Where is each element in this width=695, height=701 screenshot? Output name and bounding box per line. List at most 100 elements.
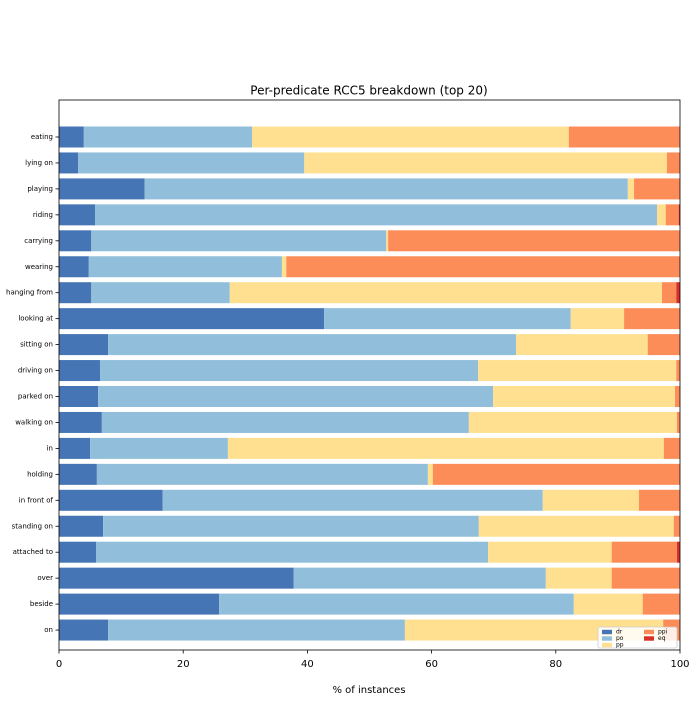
x-tick-label: 20 xyxy=(177,659,190,670)
bar-segment xyxy=(666,152,680,174)
bar-segment xyxy=(108,619,405,641)
y-tick-label: in xyxy=(47,444,53,452)
x-tick-label: 60 xyxy=(425,659,438,670)
bar-segment xyxy=(516,334,648,356)
bar-segment xyxy=(676,541,680,563)
bar-segment xyxy=(59,515,104,537)
bar-segment xyxy=(545,567,612,589)
bar-segment xyxy=(642,593,680,615)
y-tick-label: playing xyxy=(27,185,53,193)
bar-segment xyxy=(59,489,163,511)
y-tick-label: lying on xyxy=(25,159,53,167)
bar-segment xyxy=(634,178,680,200)
bar-segment xyxy=(673,515,680,537)
legend-swatch xyxy=(602,636,612,641)
bar-segment xyxy=(570,308,625,330)
bar-segment xyxy=(59,230,92,252)
bar-segment xyxy=(96,463,428,485)
y-tick-label: in front of xyxy=(19,496,54,504)
bar-segment xyxy=(488,541,612,563)
bar-segment xyxy=(59,204,96,226)
bar-segment xyxy=(676,282,680,304)
bar-segment xyxy=(468,411,677,433)
y-tick-label: beside xyxy=(30,600,53,608)
bar-segment xyxy=(108,334,517,356)
bar-segment xyxy=(227,437,664,459)
y-tick-label: eating xyxy=(31,133,53,141)
bar-segment xyxy=(59,256,89,278)
bar-segment xyxy=(90,437,228,459)
bar-segment xyxy=(676,360,680,382)
bar-segment xyxy=(59,567,294,589)
bar-segment xyxy=(88,256,282,278)
bar-segment xyxy=(59,152,79,174)
bar-segment xyxy=(678,204,680,226)
bar-segment xyxy=(59,334,109,356)
bar-segment xyxy=(96,541,489,563)
bar-segment xyxy=(304,152,667,174)
y-tick-label: wearing xyxy=(25,263,53,271)
bar-segment xyxy=(59,308,325,330)
legend-swatch xyxy=(602,642,612,648)
y-tick-label: over xyxy=(37,574,53,582)
x-tick-label: 0 xyxy=(56,659,62,670)
y-tick-label: holding xyxy=(27,470,53,478)
bar-segment xyxy=(59,619,109,641)
bar-segment xyxy=(663,437,680,459)
bar-segment xyxy=(162,489,543,511)
legend-label: eq xyxy=(658,635,666,642)
bar-segment xyxy=(324,308,571,330)
y-tick-label: hanging from xyxy=(6,289,53,297)
bar-segment xyxy=(95,204,658,226)
bar-segment xyxy=(91,282,230,304)
bar-segment xyxy=(59,178,145,200)
y-tick-label: carrying xyxy=(24,237,53,245)
bar-segment xyxy=(388,230,680,252)
bar-segment xyxy=(59,541,97,563)
legend-box xyxy=(597,626,678,649)
bar-segment xyxy=(59,411,102,433)
bar-segment xyxy=(647,334,680,356)
bar-segment xyxy=(59,360,100,382)
bar-segment xyxy=(59,126,84,148)
y-tick-label: parked on xyxy=(18,393,53,401)
chart-title: Per-predicate RCC5 breakdown (top 20) xyxy=(250,84,487,98)
bar-segment xyxy=(675,386,680,407)
bar-segment xyxy=(611,567,680,589)
legend-swatch xyxy=(602,629,612,635)
bar-segment xyxy=(386,230,389,252)
plot-frame xyxy=(58,99,681,651)
bar-segment xyxy=(144,178,628,200)
y-tick-label: attached to xyxy=(13,548,53,556)
bar-segment xyxy=(478,515,674,537)
bar-segment xyxy=(542,489,640,511)
bar-segment xyxy=(676,411,680,433)
bar-segment xyxy=(627,178,635,200)
bar-segment xyxy=(639,489,680,511)
bar-segment xyxy=(611,541,677,563)
bar-segment xyxy=(281,256,287,278)
bar-segment xyxy=(91,230,387,252)
y-tick-label: driving on xyxy=(18,367,53,375)
bar-segment xyxy=(665,204,679,226)
y-tick-label: standing on xyxy=(12,522,53,530)
y-tick-label: looking at xyxy=(18,315,53,323)
bar-segment xyxy=(293,567,546,589)
bar-segment xyxy=(229,282,662,304)
y-tick-label: on xyxy=(44,626,53,634)
legend-label: po xyxy=(616,635,624,642)
bar-segment xyxy=(59,593,220,615)
bar-segment xyxy=(98,386,494,407)
bar-segment xyxy=(478,360,677,382)
x-axis-label: % of instances xyxy=(332,685,405,696)
x-tick-label: 100 xyxy=(670,659,689,670)
y-tick-label: walking on xyxy=(15,418,53,426)
bar-segment xyxy=(252,126,569,148)
bar-segment xyxy=(427,463,433,485)
legend-label: dr xyxy=(616,629,623,636)
bar-segment xyxy=(59,282,92,304)
legend-swatch xyxy=(644,629,654,635)
bar-segment xyxy=(78,152,305,174)
